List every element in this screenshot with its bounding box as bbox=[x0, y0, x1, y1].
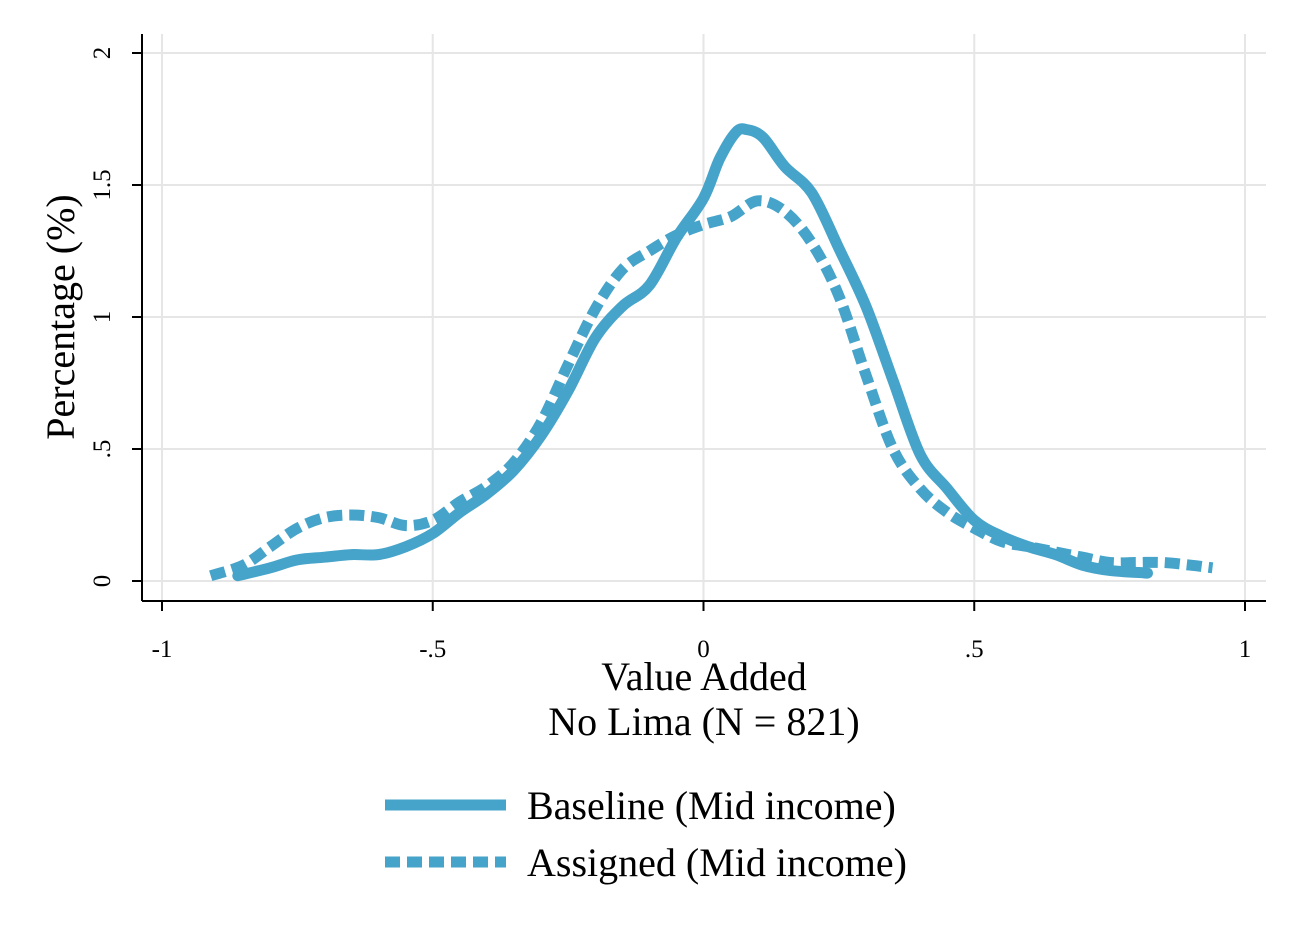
x-tick-label: .5 bbox=[965, 636, 984, 663]
series-line-assigned bbox=[209, 195, 1214, 581]
y-tick-label: 1.5 bbox=[89, 169, 116, 200]
x-tick-label: 1 bbox=[1239, 636, 1252, 663]
y-tick-label: 2 bbox=[89, 47, 116, 60]
x-tick-label: -.5 bbox=[419, 636, 446, 663]
x-tick-label: 0 bbox=[697, 636, 710, 663]
y-tick-label: 1 bbox=[89, 311, 116, 324]
chart-subtitle: No Lima (N = 821) bbox=[548, 699, 859, 744]
x-axis-title: Value Added bbox=[601, 654, 807, 699]
x-tick-label: -1 bbox=[152, 636, 173, 663]
legend-label-assigned: Assigned (Mid income) bbox=[527, 840, 907, 885]
x-axis: -1 -.5 0 .5 1 bbox=[152, 601, 1252, 663]
y-tick-label: .5 bbox=[89, 440, 116, 459]
legend: Baseline (Mid income) Assigned (Mid inco… bbox=[385, 783, 907, 885]
series-line-baseline bbox=[232, 123, 1153, 582]
grid bbox=[142, 34, 1266, 601]
y-axis: 0 .5 1 1.5 2 bbox=[89, 47, 142, 588]
series-layer bbox=[209, 123, 1214, 582]
legend-label-baseline: Baseline (Mid income) bbox=[527, 783, 896, 828]
y-axis-title: Percentage (%) bbox=[38, 194, 83, 439]
y-tick-label: 0 bbox=[89, 575, 116, 588]
